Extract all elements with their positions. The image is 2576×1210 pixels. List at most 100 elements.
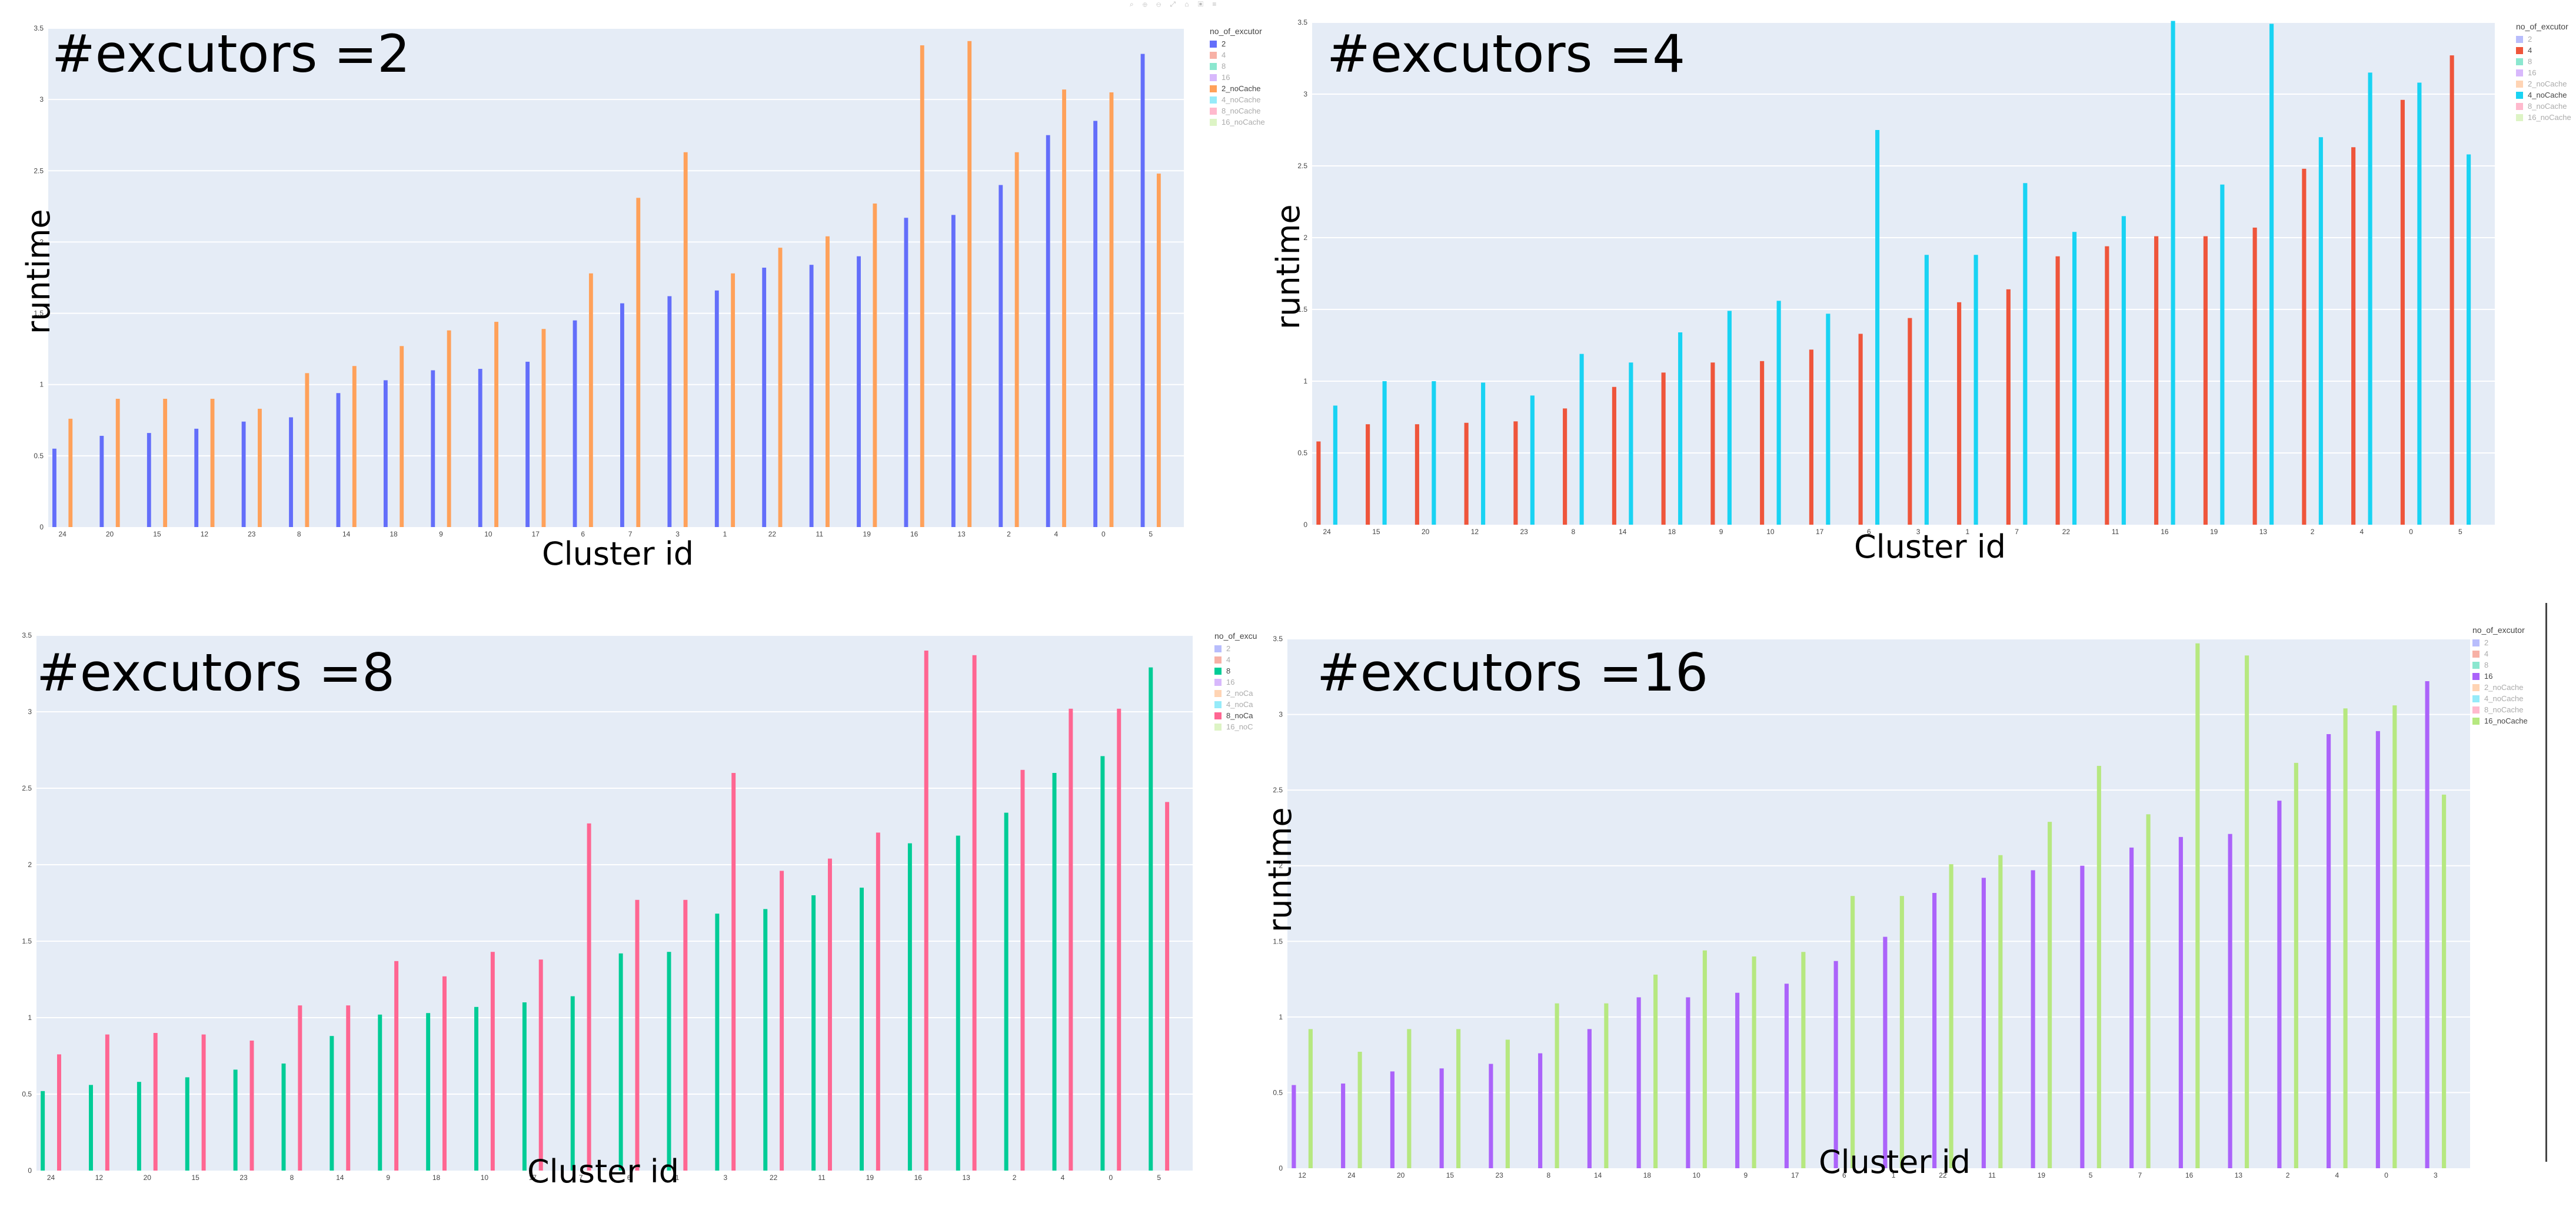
bar-2-10[interactable] (478, 369, 482, 527)
legend-item[interactable]: 2_noCache (2472, 682, 2528, 693)
bar-8-7[interactable] (570, 996, 575, 1171)
bar-8-17[interactable] (522, 1002, 527, 1171)
bar-8-15[interactable] (185, 1077, 189, 1171)
bar-4_noCache-22[interactable] (2072, 232, 2077, 525)
bar-2-15[interactable] (147, 433, 151, 527)
bar-4_noCache-23[interactable] (1530, 395, 1535, 525)
bar-8-11[interactable] (811, 895, 816, 1171)
legend-item[interactable]: 8_noCache (2516, 101, 2571, 112)
bar-16_noCache-9[interactable] (1752, 956, 1756, 1168)
legend-item[interactable]: 8 (2516, 56, 2571, 67)
bar-4_noCache-15[interactable] (1382, 381, 1387, 525)
bar-2-17[interactable] (525, 361, 530, 527)
bar-8-22[interactable] (763, 909, 768, 1171)
legend-item[interactable]: 16_noC (1214, 721, 1257, 732)
bar-2-6[interactable] (573, 320, 577, 527)
bar-4_noCache-3[interactable] (1924, 255, 1929, 525)
bar-2-13[interactable] (951, 215, 956, 527)
bar-4_noCache-0[interactable] (2417, 82, 2422, 525)
bar-2_noCache-4[interactable] (1062, 89, 1066, 527)
bar-2_noCache-23[interactable] (258, 408, 262, 527)
chart-legend[interactable]: no_of_excutor 2 4 8 16 2_noCache 4_noCache 8_no… (2472, 625, 2528, 726)
bar-16_noCache-15[interactable] (1456, 1029, 1461, 1168)
bar-8_noCache-6[interactable] (635, 899, 640, 1171)
bar-8_noCache-5[interactable] (1165, 802, 1170, 1171)
bar-8-1[interactable] (667, 952, 671, 1171)
bar-8-2[interactable] (1004, 812, 1009, 1171)
bar-16-23[interactable] (1489, 1064, 1493, 1168)
bar-8_noCache-10[interactable] (490, 952, 495, 1171)
bar-2_noCache-19[interactable] (873, 204, 877, 527)
chart-legend[interactable]: no_of_excutor 2 4 8 16 2_noCache 4_noCache 8_no… (1210, 26, 1265, 128)
legend-item[interactable]: 4_noCache (2472, 693, 2528, 704)
bar-4_noCache-14[interactable] (1629, 362, 1633, 525)
bar-4_noCache-1[interactable] (1973, 255, 1978, 525)
bar-16_noCache-24[interactable] (1357, 1052, 1362, 1168)
legend-item[interactable]: 8 (2472, 659, 2528, 671)
bar-16-7[interactable] (2129, 847, 2134, 1168)
bar-2-19[interactable] (857, 256, 861, 527)
bar-2-14[interactable] (336, 393, 341, 527)
bar-2-16[interactable] (904, 218, 908, 527)
bar-4-3[interactable] (1908, 318, 1912, 525)
bar-16-18[interactable] (1636, 997, 1641, 1168)
legend-item[interactable]: 4 (2472, 648, 2528, 659)
bar-4_noCache-18[interactable] (1678, 332, 1683, 525)
bar-4_noCache-7[interactable] (2023, 183, 2028, 525)
bar-4-23[interactable] (1513, 421, 1518, 525)
legend-item[interactable]: 16_noCache (2472, 715, 2528, 726)
bar-4-9[interactable] (1710, 362, 1715, 525)
bar-8_noCache-22[interactable] (780, 871, 784, 1171)
bar-4-0[interactable] (2400, 99, 2405, 525)
bar-2_noCache-3[interactable] (683, 152, 688, 527)
legend-item[interactable]: 8_noCache (1210, 105, 1265, 116)
bar-2-0[interactable] (1093, 121, 1098, 527)
bar-8-20[interactable] (137, 1082, 141, 1171)
bar-16-5[interactable] (2080, 865, 2085, 1168)
bar-2_noCache-6[interactable] (588, 273, 593, 527)
bar-4_noCache-10[interactable] (1776, 301, 1781, 525)
bar-4_noCache-5[interactable] (2467, 154, 2471, 525)
bar-2_noCache-14[interactable] (352, 366, 357, 527)
legend-item[interactable]: 8 (1210, 61, 1265, 72)
bar-16_noCache-6[interactable] (1851, 896, 1855, 1168)
bar-4_noCache-2[interactable] (2318, 137, 2323, 525)
bar-8_noCache-11[interactable] (828, 858, 832, 1171)
bar-8-10[interactable] (474, 1006, 478, 1171)
bar-4_noCache-11[interactable] (2121, 216, 2126, 525)
bar-8-24[interactable] (41, 1091, 45, 1171)
bar-8_noCache-3[interactable] (731, 773, 736, 1171)
bar-2_noCache-12[interactable] (210, 398, 215, 527)
bar-2_noCache-17[interactable] (541, 329, 546, 527)
bar-8-13[interactable] (956, 835, 960, 1171)
bar-4-13[interactable] (2252, 227, 2257, 525)
bar-8-14[interactable] (330, 1036, 334, 1171)
bar-2_noCache-10[interactable] (494, 322, 498, 527)
bar-8-5[interactable] (1149, 667, 1153, 1171)
legend-item[interactable]: 8_noCache (2472, 704, 2528, 715)
bar-2-3[interactable] (667, 296, 672, 527)
bar-4-18[interactable] (1661, 372, 1666, 525)
bar-8_noCache-20[interactable] (153, 1033, 158, 1171)
bar-4-4[interactable] (2351, 147, 2356, 525)
bar-8_noCache-19[interactable] (876, 832, 880, 1171)
bar-4-2[interactable] (2302, 168, 2307, 525)
bar-16-24[interactable] (1341, 1084, 1346, 1168)
bar-4_noCache-12[interactable] (1481, 382, 1486, 525)
bar-4_noCache-4[interactable] (2368, 72, 2372, 525)
legend-item[interactable]: 2_noCa (1214, 688, 1257, 699)
bar-4-19[interactable] (2203, 236, 2208, 525)
bar-8_noCache-17[interactable] (538, 959, 543, 1171)
bar-16-9[interactable] (1735, 992, 1740, 1168)
bar-16-2[interactable] (2277, 801, 2282, 1168)
bar-4-11[interactable] (2105, 246, 2109, 525)
bar-8_noCache-18[interactable] (442, 976, 447, 1171)
bar-4_noCache-13[interactable] (2269, 24, 2274, 525)
bar-8_noCache-16[interactable] (924, 651, 928, 1171)
legend-item[interactable]: 16_noCache (1210, 116, 1265, 128)
bar-2-5[interactable] (1140, 54, 1145, 527)
bar-16-14[interactable] (1587, 1029, 1592, 1168)
legend-item[interactable]: 4_noCache (2516, 89, 2571, 101)
bar-2-22[interactable] (762, 268, 767, 527)
bar-8_noCache-13[interactable] (972, 655, 977, 1171)
